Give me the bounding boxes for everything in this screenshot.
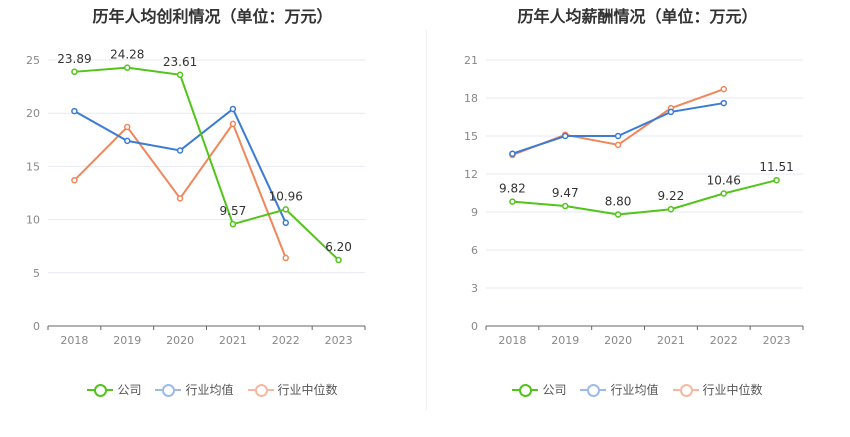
x-tick-label: 2019 (551, 334, 579, 347)
x-tick-label: 2022 (272, 334, 300, 347)
data-label: 9.57 (220, 204, 247, 218)
salary-chart-panel: 历年人均薪酬情况（单位：万元） 0 3 6 9 12 15 18 21 2018 2019 2020… (425, 0, 850, 437)
x-tick-label: 2020 (604, 334, 632, 347)
y-tick-label: 5 (33, 267, 40, 280)
profit-chart-legend: 公司 行业均值 行业中位数 (0, 381, 425, 398)
series-line-company (74, 66, 340, 261)
y-tick-label: 25 (26, 54, 40, 67)
legend-company-label: 公司 (117, 383, 142, 397)
data-label: 9.22 (658, 189, 685, 203)
profit-chart-title: 历年人均创利情况（单位：万元） (92, 7, 333, 26)
x-tick-label: 2018 (60, 334, 88, 347)
x-tick-label: 2020 (166, 334, 194, 347)
x-tick-label: 2019 (113, 334, 141, 347)
data-label: 6.20 (325, 240, 352, 254)
legend-item-company[interactable]: 公司 (87, 381, 141, 398)
data-point-industry_avg (720, 99, 727, 107)
legend-industry-median-marker-icon (672, 383, 699, 397)
y-tick-label: 9 (471, 206, 478, 219)
y-tick-label: 21 (464, 54, 478, 67)
x-tick-label: 2018 (498, 334, 526, 347)
data-point-company (176, 71, 184, 79)
data-point-industry_avg (124, 137, 131, 145)
data-point-company (667, 205, 675, 213)
data-point-industry_avg (282, 219, 289, 227)
legend-company-marker-icon (512, 383, 539, 397)
x-tick-label: 2021 (657, 334, 685, 347)
series-line-industry_avg (73, 107, 287, 224)
data-point-industry_avg (562, 132, 569, 140)
data-point-company (773, 176, 780, 184)
data-point-company (562, 202, 569, 210)
legend-industry-median-label: 行业中位数 (277, 383, 338, 397)
data-label: 10.96 (269, 189, 303, 203)
legend-item-industry-median[interactable]: 行业中位数 (247, 381, 338, 398)
data-point-company (720, 190, 727, 197)
data-point-industry_median (720, 85, 727, 93)
data-point-company (614, 211, 622, 218)
data-label: 23.89 (57, 52, 91, 66)
legend-industry-avg-marker-icon (580, 383, 607, 397)
data-label: 8.80 (605, 195, 632, 209)
profit-chart-panel: 历年人均创利情况（单位：万元） 0 5 10 15 20 25 2018 2019 2020 20… (0, 7, 425, 398)
legend-item-industry-avg[interactable]: 行业均值 (155, 381, 234, 398)
data-point-company (71, 68, 78, 76)
salary-chart-plot: 0 3 6 9 12 15 18 21 2018 2019 2020 2021 2022 2023 9.82… (464, 54, 804, 347)
data-point-industry_median (176, 195, 184, 202)
y-tick-label: 15 (26, 160, 40, 173)
data-point-company (229, 220, 237, 228)
data-point-company (124, 64, 131, 71)
salary-chart-legend: 公司 行业均值 行业中位数 (425, 381, 850, 398)
legend-industry-avg-marker-icon (155, 383, 182, 397)
data-point-industry_median (71, 176, 78, 184)
y-tick-label: 15 (464, 130, 478, 143)
data-label: 9.82 (499, 182, 526, 196)
data-point-industry_avg (229, 105, 237, 113)
series-line-industry_median (73, 121, 287, 259)
series-line-company (512, 179, 777, 216)
data-point-industry_median (282, 254, 289, 262)
legend-item-industry-median[interactable]: 行业中位数 (672, 381, 763, 398)
legend-item-industry-avg[interactable]: 行业均值 (580, 381, 659, 398)
salary-chart-title: 历年人均薪酬情况（单位：万元） (517, 7, 758, 26)
legend-item-company[interactable]: 公司 (512, 381, 566, 398)
data-point-industry_median (229, 120, 237, 128)
legend-company-label: 公司 (542, 383, 567, 397)
y-tick-label: 12 (464, 168, 478, 181)
y-tick-label: 6 (471, 244, 478, 257)
legend-industry-avg-label: 行业均值 (185, 383, 234, 397)
data-point-company (282, 206, 289, 213)
data-point-company (509, 198, 516, 205)
x-tick-label: 2023 (325, 334, 353, 347)
data-label: 10.46 (707, 174, 741, 188)
y-tick-label: 0 (471, 320, 478, 333)
legend-industry-avg-label: 行业均值 (610, 383, 659, 397)
legend-industry-median-label: 行业中位数 (702, 383, 763, 397)
data-point-industry_avg (667, 108, 675, 116)
panel-divider (426, 30, 427, 410)
y-tick-label: 20 (26, 107, 40, 120)
x-tick-label: 2023 (763, 334, 791, 347)
x-tick-label: 2021 (219, 334, 247, 347)
legend-industry-median-marker-icon (247, 383, 274, 397)
data-point-industry_avg (71, 107, 78, 115)
x-tick-label: 2022 (710, 334, 738, 347)
data-point-industry_avg (176, 147, 184, 154)
legend-company-marker-icon (87, 383, 114, 397)
y-tick-label: 18 (464, 92, 478, 105)
data-point-company (335, 256, 342, 264)
data-label: 24.28 (110, 48, 144, 62)
data-point-industry_median (124, 123, 131, 131)
data-label: 23.61 (163, 55, 197, 69)
y-tick-label: 3 (471, 282, 478, 295)
y-tick-label: 0 (33, 320, 40, 333)
data-label: 11.51 (759, 160, 793, 174)
profit-chart-plot: 0 5 10 15 20 25 2018 2019 2020 2021 2022 2023 23.89 2… (26, 48, 366, 347)
data-label: 9.47 (552, 186, 579, 200)
data-point-industry_avg (614, 132, 622, 140)
data-point-industry_median (614, 141, 622, 149)
data-point-industry_avg (509, 150, 516, 157)
y-tick-label: 10 (26, 214, 40, 227)
